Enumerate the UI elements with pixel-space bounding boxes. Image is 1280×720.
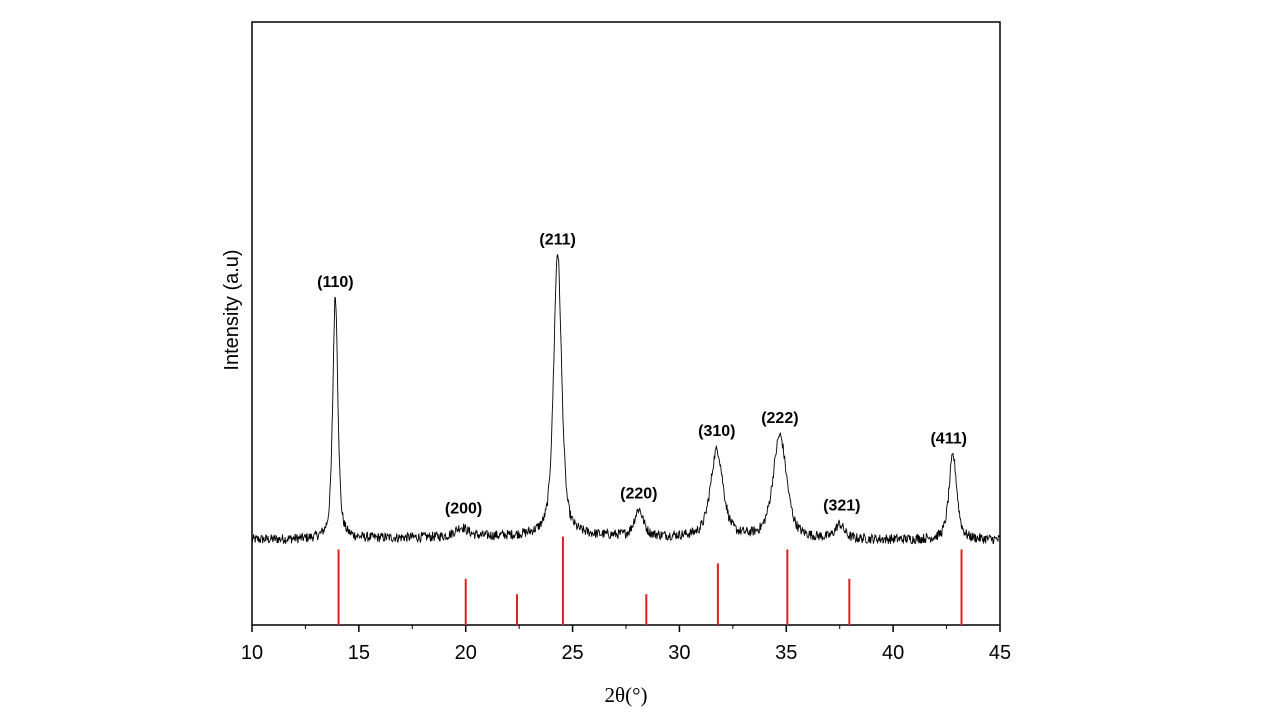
peak-label: (211) xyxy=(539,231,575,248)
x-tick-label: 30 xyxy=(668,642,690,664)
peak-labels: (110) (200) (211) (220) (310) (222) (321) (411) xyxy=(317,231,967,517)
y-axis-title: Intensity (a.u) xyxy=(221,249,243,370)
x-tick-label: 15 xyxy=(348,642,370,664)
x-tick-label: 35 xyxy=(775,642,797,664)
peak-label: (220) xyxy=(620,485,657,502)
x-tick-label: 20 xyxy=(455,642,477,664)
reference-lines xyxy=(337,536,963,625)
peak-label: (321) xyxy=(823,498,860,515)
peak-label: (222) xyxy=(761,410,798,427)
x-axis-ticks: 10 15 20 25 30 35 40 45 xyxy=(241,625,1011,664)
xrd-pattern-line xyxy=(251,254,1000,545)
peak-label: (310) xyxy=(698,423,735,440)
peak-label: (200) xyxy=(445,501,482,518)
x-tick-label: 40 xyxy=(882,642,904,664)
peak-label: (110) xyxy=(317,274,353,291)
x-tick-label: 10 xyxy=(241,642,263,664)
x-axis-title: 2θ(°) xyxy=(605,683,648,707)
x-tick-label: 45 xyxy=(989,642,1011,664)
x-tick-label: 25 xyxy=(561,642,583,664)
peak-label: (411) xyxy=(930,430,966,447)
